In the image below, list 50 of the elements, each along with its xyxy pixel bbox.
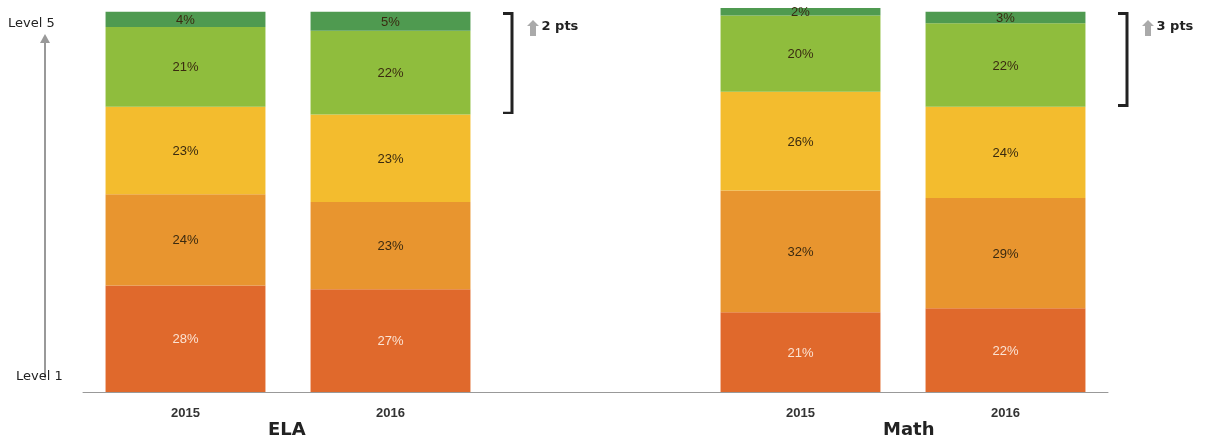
bar (105, 11, 266, 28)
data-label: 23% (172, 143, 199, 159)
bar (720, 312, 881, 392)
data-label: 22% (377, 65, 404, 81)
data-label: 32% (787, 243, 814, 259)
text: 3 pts (1156, 17, 1194, 33)
bar (925, 23, 1086, 107)
data-label: 23% (377, 150, 404, 166)
bar (720, 91, 881, 191)
data-label: 26% (787, 133, 814, 149)
data-label: 3% (996, 10, 1016, 25)
bar (310, 201, 471, 290)
bar (925, 106, 1086, 199)
data-label: 4% (176, 11, 196, 27)
data-label: 29% (992, 245, 1019, 261)
x-tick-label: 2015 (786, 405, 815, 420)
bar (720, 190, 881, 313)
x-tick-label: 2015 (171, 405, 200, 420)
x-tick-label: 2016 (991, 405, 1020, 420)
bar (105, 27, 266, 107)
data-label: 28% (172, 331, 199, 347)
bar (925, 11, 1086, 24)
x-tick-label: 2016 (376, 405, 405, 420)
bar (105, 285, 266, 392)
text: Level 1 (16, 368, 63, 383)
bar (105, 194, 266, 286)
bar (310, 289, 471, 392)
data-label: 22% (992, 57, 1019, 73)
bar (925, 308, 1086, 392)
bar (310, 114, 471, 202)
annotation: 2 pts (541, 17, 579, 33)
text: ELA (268, 418, 306, 439)
bar (310, 11, 471, 31)
bar (105, 106, 266, 195)
data-label: 24% (172, 232, 199, 248)
data-label: 27% (377, 333, 404, 349)
data-label: 20% (787, 46, 814, 62)
text: Math (883, 418, 935, 439)
bar (720, 15, 881, 92)
data-label: 23% (377, 238, 404, 254)
data-label: 5% (381, 13, 401, 29)
data-label: 22% (992, 342, 1019, 358)
data-label: 21% (787, 344, 814, 360)
data-label: 2% (791, 4, 811, 20)
data-label: 24% (992, 144, 1019, 160)
bar (720, 8, 881, 16)
text: Level 5 (8, 14, 55, 30)
bar (310, 30, 471, 115)
data-label: 21% (172, 59, 199, 75)
bar (925, 198, 1086, 309)
